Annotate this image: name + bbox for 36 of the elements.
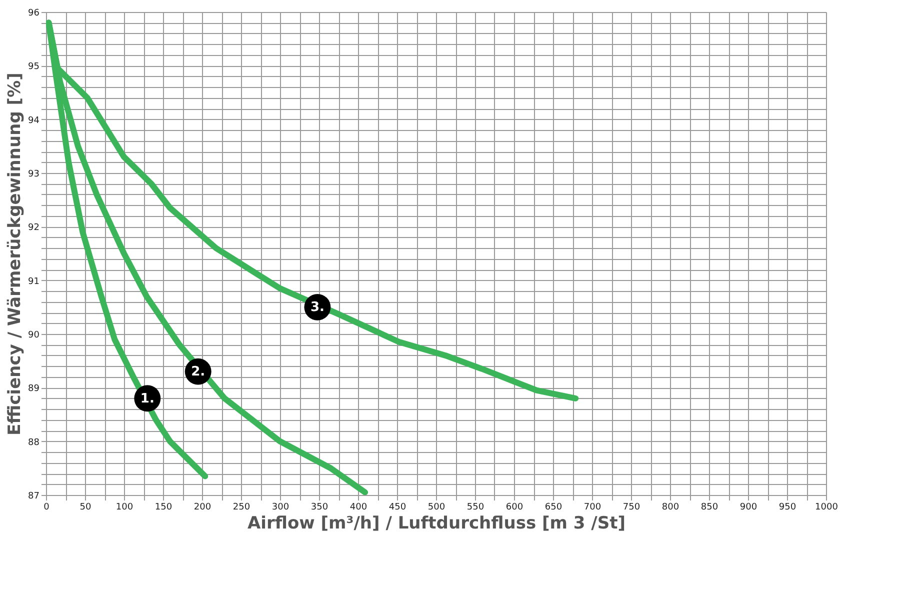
y-tick-label: 96 [28,8,40,18]
x-tick-label: 600 [506,502,524,512]
x-tick-label: 450 [388,502,406,512]
y-tick-label: 87 [28,492,40,502]
x-tick-label: 50 [80,502,92,512]
y-tick-label: 94 [28,116,40,126]
x-tick-label: 500 [428,502,446,512]
y-tick-label: 93 [28,170,40,180]
y-tick-label: 92 [28,223,40,234]
x-tick-label: 350 [310,502,328,512]
x-tick-label: 850 [700,502,718,512]
y-tick-label: 89 [28,384,40,394]
y-tick-label: 91 [28,276,40,287]
x-tick-label: 400 [350,502,368,512]
x-tick-label: 700 [584,502,602,512]
x-tick-label: 550 [466,502,484,512]
y-tick-label: 90 [28,330,40,340]
x-tick-label: 150 [154,502,172,512]
x-tick-label: 800 [662,502,680,512]
x-tick-label: 750 [622,502,640,512]
x-tick-label: 0 [44,502,50,512]
x-tick-label: 1000 [815,502,838,512]
annotation: 1. [140,391,154,406]
x-tick-label: 650 [544,502,562,512]
x-axis-title: Airflow [m³/h] / Luftdurchfluss [m 3 /St] [248,514,626,534]
x-tick-label: 950 [778,502,796,512]
x-tick-label: 200 [194,502,212,512]
x-tick-label: 300 [272,502,290,512]
annotation: 2. [191,364,206,380]
annotation: 3. [310,300,324,316]
y-tick-label: 95 [28,62,40,72]
x-tick-label: 100 [116,502,134,512]
x-tick-label: 900 [740,502,758,512]
y-axis-title: Efficiency / Wärmerückgewinnung [%] [5,72,26,436]
x-tick-label: 250 [232,502,250,512]
y-tick-label: 88 [28,438,40,448]
